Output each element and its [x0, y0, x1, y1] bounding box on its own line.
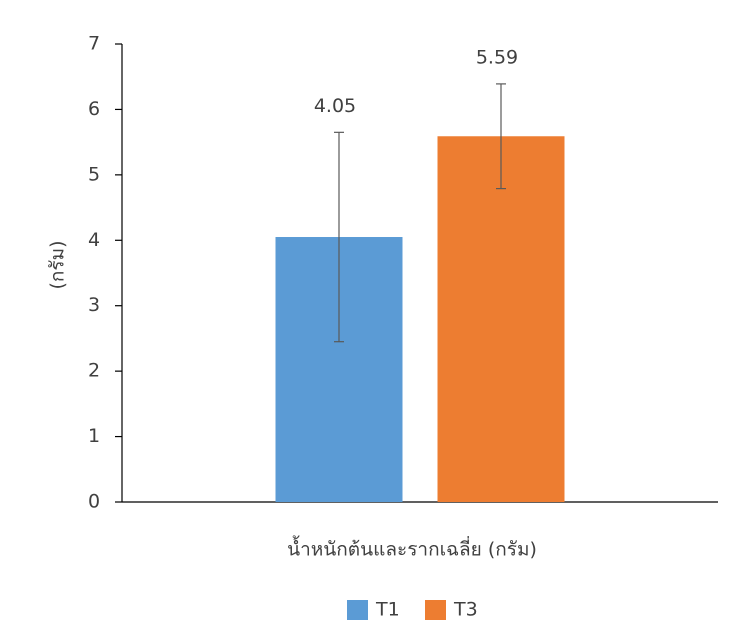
data-label: 5.59 — [476, 46, 518, 68]
y-tick-label: 0 — [88, 491, 100, 513]
legend-label: T1 — [375, 599, 400, 621]
legend-swatch — [425, 600, 446, 620]
y-axis-title: (กรัม) — [47, 240, 69, 289]
y-tick-label: 6 — [88, 98, 100, 120]
y-tick-label: 1 — [88, 425, 100, 447]
y-tick-label: 4 — [88, 229, 100, 251]
y-tick-label: 3 — [88, 294, 100, 316]
y-tick-label: 2 — [88, 360, 100, 382]
x-axis-title: น้ำหนักต้นและรากเฉลี่ย (กรัม) — [287, 536, 537, 561]
bar — [437, 136, 565, 503]
legend-swatch — [347, 600, 368, 620]
y-tick-label: 5 — [88, 163, 100, 185]
y-tick-label: 7 — [88, 33, 100, 55]
legend-label: T3 — [453, 599, 478, 621]
data-label: 4.05 — [314, 95, 356, 117]
